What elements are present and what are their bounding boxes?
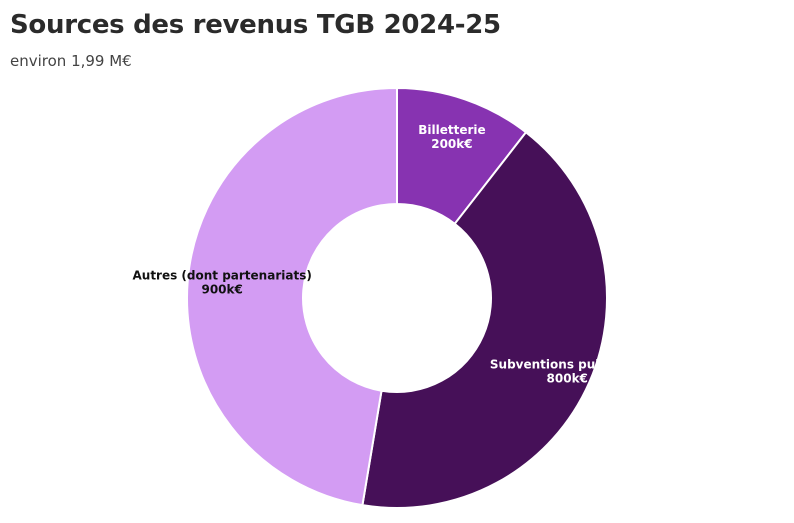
slice-value-1: 800k€	[547, 372, 588, 386]
slice-2[interactable]	[186, 86, 398, 507]
slice-value-2: 900k€	[201, 283, 242, 297]
chart-title: Sources des revenus TGB 2024-25	[10, 10, 501, 40]
slice-label-2: Autres (dont partenariats)	[132, 269, 311, 283]
slice-label-0: Billetterie	[418, 123, 485, 137]
slice-value-0: 200k€	[431, 137, 472, 151]
slice-1[interactable]	[361, 130, 608, 509]
slice-label-1: Subventions publiques	[490, 358, 645, 372]
chart-subtitle: environ 1,99 M€	[10, 52, 132, 70]
